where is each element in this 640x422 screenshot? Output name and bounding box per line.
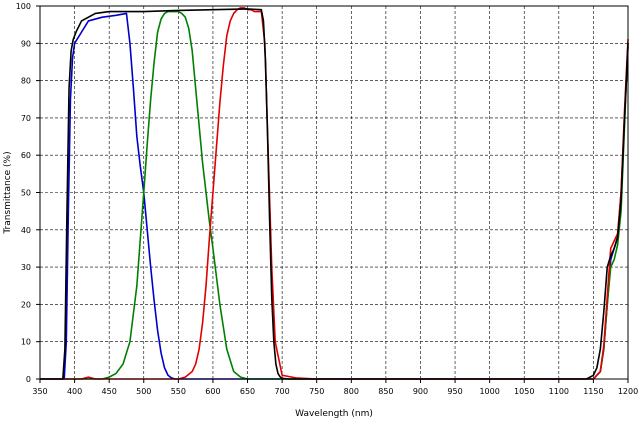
y-axis-title: Transmittance (%)	[3, 151, 13, 234]
y-tick-label: 30	[21, 263, 31, 272]
x-tick-label: 1150	[583, 387, 603, 396]
x-tick-label: 350	[32, 387, 47, 396]
x-tick-label: 400	[67, 387, 82, 396]
grid-layer	[40, 6, 628, 379]
x-tick-label: 600	[205, 387, 220, 396]
y-tick-label: 90	[21, 39, 31, 48]
series-line-1	[39, 10, 629, 380]
y-tick-label: 50	[21, 189, 31, 198]
y-tick-label: 40	[21, 226, 31, 235]
x-tick-label: 450	[102, 387, 117, 396]
y-tick-label: 80	[21, 77, 31, 86]
y-tick-label: 0	[26, 375, 31, 384]
series-line-3	[39, 8, 629, 380]
series-layer	[39, 7, 629, 380]
y-axis-ticks: 0 10 20 30 40 50 60 70 80 90 100	[16, 2, 40, 384]
x-tick-label: 700	[274, 387, 289, 396]
x-tick-label: 650	[240, 387, 255, 396]
series-line-2	[39, 7, 629, 380]
x-axis-title: Wavelength (nm)	[295, 409, 373, 419]
y-tick-label: 60	[21, 151, 31, 160]
y-tick-label: 10	[21, 338, 31, 347]
plot-frame	[39, 5, 629, 380]
y-tick-label: 70	[21, 114, 31, 123]
x-tick-label: 900	[413, 387, 428, 396]
x-tick-label: 1000	[479, 387, 499, 396]
x-tick-label: 950	[447, 387, 462, 396]
x-tick-label: 800	[344, 387, 359, 396]
x-tick-label: 1200	[618, 387, 638, 396]
x-tick-label: 750	[309, 387, 324, 396]
x-tick-label: 850	[378, 387, 393, 396]
x-tick-label: 1050	[514, 387, 534, 396]
x-tick-label: 500	[136, 387, 151, 396]
series-line-0	[39, 12, 629, 380]
x-tick-label: 550	[171, 387, 186, 396]
y-tick-label: 20	[21, 300, 31, 309]
x-axis-ticks: 350 400 450 500 550 600 650 700 750 800 850 900 950 1…	[32, 379, 638, 396]
x-tick-label: 1100	[549, 387, 569, 396]
y-tick-label: 100	[16, 2, 31, 11]
